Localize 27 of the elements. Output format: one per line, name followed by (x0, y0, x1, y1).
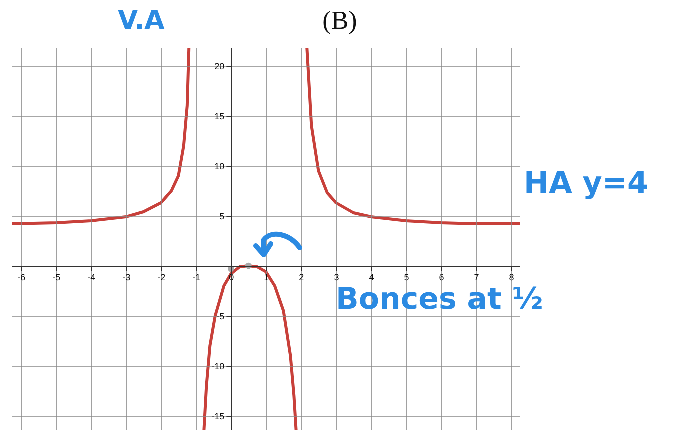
x-tick-label: 8 (509, 272, 514, 282)
line-series (12, 48, 191, 226)
annotation: Bonces at ½ (336, 282, 544, 317)
x-tick-label: -2 (158, 272, 166, 282)
text: V.A (118, 6, 165, 36)
y-tick-label: 5 (220, 212, 225, 222)
x-tick-label: -3 (122, 272, 131, 282)
x-tick-label: -4 (88, 272, 96, 282)
x-tick-label: -5 (52, 272, 61, 282)
x-tick-label: 2 (299, 272, 304, 282)
x-tick-label: 6 (439, 272, 444, 282)
x-tick-label: 3 (334, 272, 340, 282)
y-tick-label: -10 (212, 362, 225, 372)
y-tick-label: -15 (212, 412, 225, 422)
y-tick-label: 15 (214, 112, 225, 122)
x-tick-label: 7 (474, 272, 480, 282)
x-tick-label: -6 (18, 272, 26, 282)
text: HA y=4 (524, 166, 648, 201)
chart-title: (B) (322, 6, 358, 35)
y-tick-label: 10 (214, 162, 225, 172)
x-tick-label: 4 (369, 272, 374, 282)
x-tick-label: -1 (192, 272, 201, 282)
x-tick-label: 1 (264, 272, 270, 282)
line-series (306, 48, 520, 226)
y-tick-label: 20 (214, 62, 225, 72)
y-tick-label: -5 (216, 312, 225, 322)
x-tick-label: 5 (404, 272, 410, 282)
